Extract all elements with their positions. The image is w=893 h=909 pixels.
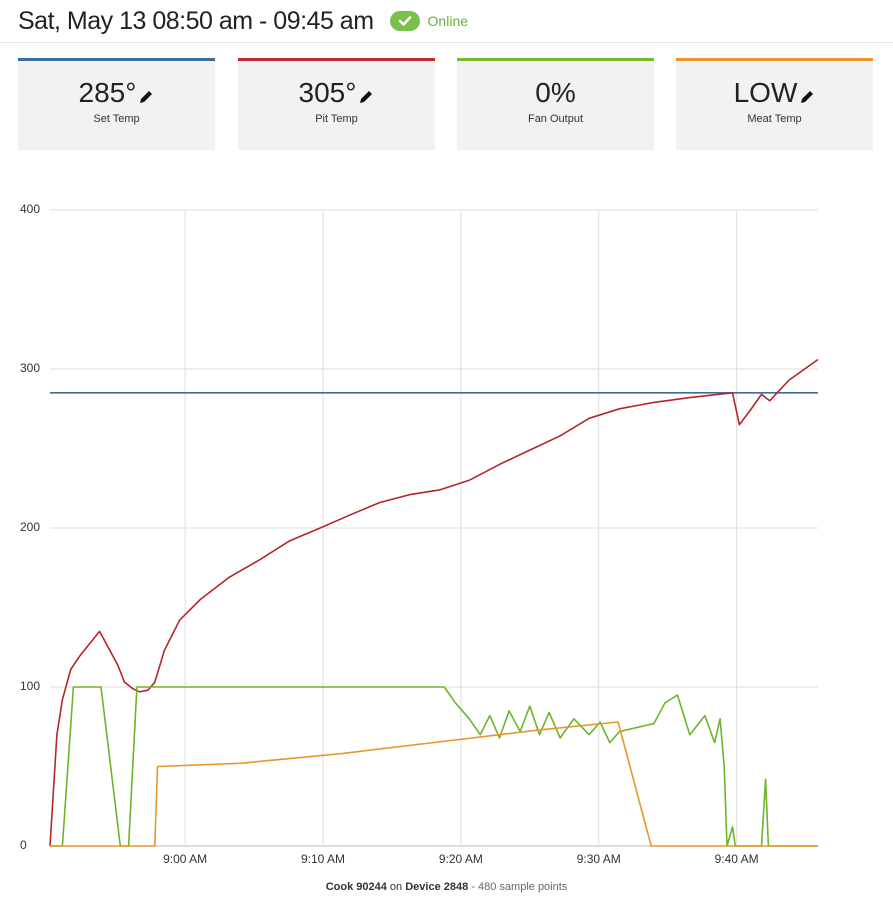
meat-temp-card[interactable]: LOW Meat Temp	[676, 58, 873, 150]
sample-count: - 480 sample points	[471, 881, 568, 893]
card-label: Set Temp	[93, 113, 140, 125]
card-value: 285°	[78, 77, 137, 108]
card-label: Pit Temp	[315, 113, 358, 125]
chart: 0 100 200 300 400 9:00 AM 9:10 AM 9:20 AM 9:30 A…	[20, 202, 819, 866]
footer-text: on	[389, 881, 403, 893]
edit-icon[interactable]	[799, 89, 815, 105]
edit-icon[interactable]	[138, 89, 154, 105]
series-line	[50, 686, 818, 847]
x-tick-label: 9:10 AM	[301, 852, 345, 866]
x-tick-label: 9:40 AM	[715, 852, 759, 866]
session-title: Sat, May 13 08:50 am - 09:45 am	[18, 6, 374, 35]
fan-output-card: 0% Fan Output	[457, 58, 654, 150]
status-text: Online	[427, 13, 469, 29]
card-value: 305°	[298, 77, 357, 108]
header: Sat, May 13 08:50 am - 09:45 am Online	[18, 4, 468, 38]
series-line	[50, 721, 818, 847]
y-tick-label: 200	[20, 520, 40, 534]
y-tick-label: 100	[20, 679, 40, 693]
pit-temp-card[interactable]: 305° Pit Temp	[238, 58, 435, 150]
x-tick-label: 9:30 AM	[577, 852, 621, 866]
y-tick-label: 400	[20, 202, 40, 216]
status-icon	[389, 11, 420, 31]
x-tick-label: 9:20 AM	[439, 852, 483, 866]
set-temp-card[interactable]: 285° Set Temp	[18, 58, 215, 150]
card-value: 0%	[535, 77, 576, 108]
card-label: Fan Output	[527, 113, 584, 125]
card-value: LOW	[733, 77, 798, 108]
edit-icon[interactable]	[358, 89, 374, 105]
x-tick-label: 9:00 AM	[163, 852, 207, 866]
card-label: Meat Temp	[747, 113, 802, 125]
footer: Cook 90244 on Device 2848 - 480 sample p…	[0, 881, 893, 893]
y-tick-label: 300	[20, 361, 40, 375]
cook-id: Cook 90244	[325, 881, 387, 893]
series-line	[49, 358, 819, 847]
y-tick-label: 0	[20, 838, 27, 852]
device-id: Device 2848	[405, 881, 469, 893]
divider	[0, 42, 893, 43]
